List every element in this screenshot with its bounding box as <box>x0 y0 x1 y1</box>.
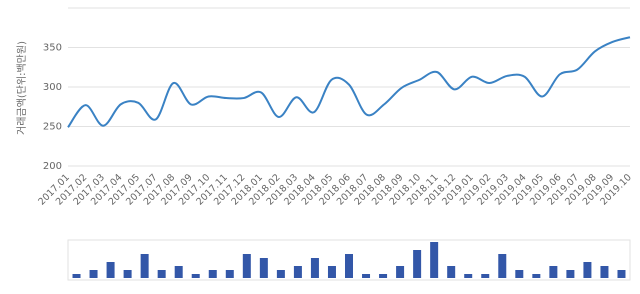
bar <box>140 254 149 278</box>
bar <box>600 266 609 278</box>
bar <box>515 270 524 278</box>
bar <box>276 270 285 278</box>
bar <box>566 270 575 278</box>
bar <box>293 266 302 278</box>
bar <box>310 258 319 278</box>
bar <box>498 254 507 278</box>
y-tick-label: 350 <box>43 43 62 54</box>
y-tick-label: 300 <box>43 82 62 93</box>
bar <box>208 270 217 278</box>
bar <box>396 266 405 278</box>
bar <box>549 266 558 278</box>
bar <box>362 274 371 278</box>
bar <box>106 262 115 278</box>
bar <box>583 262 592 278</box>
y-tick-label: 200 <box>43 161 62 172</box>
y-axis-label: 거래금액(단위:백만원) <box>15 41 28 135</box>
bar <box>174 266 183 278</box>
bar <box>327 266 336 278</box>
bar <box>89 270 98 278</box>
bar <box>532 274 541 278</box>
bar <box>379 274 388 278</box>
y-tick-label: 250 <box>43 122 62 133</box>
bar <box>191 274 200 278</box>
bar <box>464 274 473 278</box>
bar <box>617 270 626 278</box>
bar-panel <box>67 239 631 281</box>
bar <box>345 254 353 278</box>
bar <box>123 270 132 278</box>
bar <box>481 274 490 278</box>
bar <box>259 258 268 278</box>
bar <box>242 254 251 278</box>
bar <box>157 270 166 278</box>
bar <box>447 266 456 278</box>
line <box>67 36 631 128</box>
bar <box>72 274 81 278</box>
bar <box>413 250 422 278</box>
bar <box>225 270 234 278</box>
bar <box>430 242 439 278</box>
